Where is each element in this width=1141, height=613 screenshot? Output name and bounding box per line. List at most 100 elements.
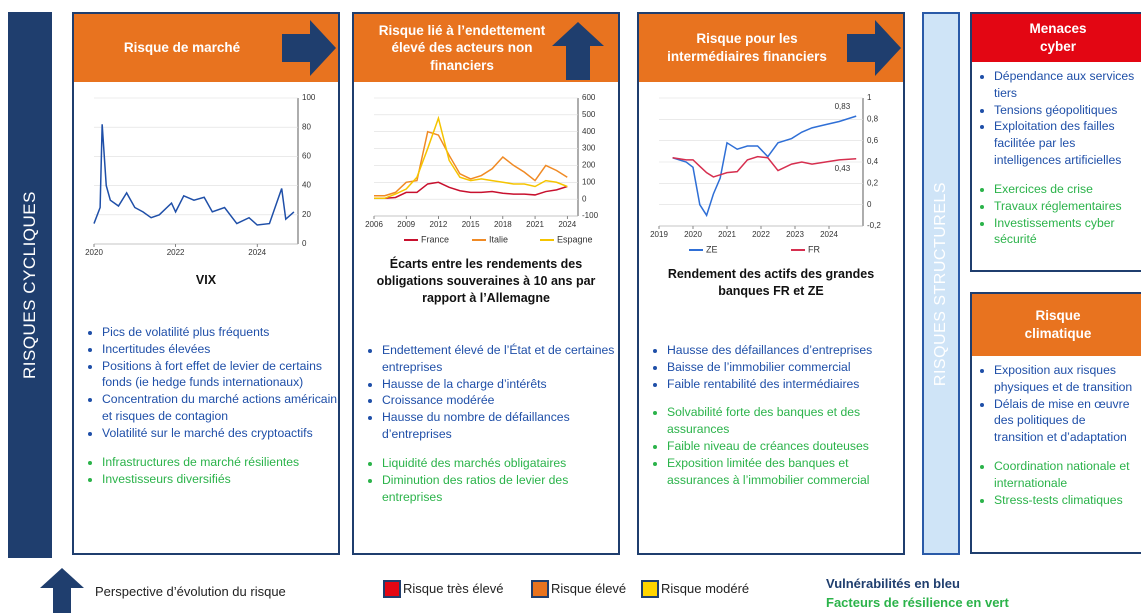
vulnerability: Dépendance aux services tiers — [994, 68, 1136, 102]
x-tick-label: 2015 — [462, 220, 480, 229]
chart-caption: Rendement des actifs des grandes banques… — [667, 267, 875, 298]
risk-panel: Risque lié à l’endettement élevé des act… — [352, 12, 620, 555]
line-series — [93, 124, 295, 226]
bullet-list: Pics de volatilité plus fréquentsIncerti… — [74, 324, 338, 487]
vulnerability: Croissance modérée — [382, 392, 618, 409]
vulnerability: Pics de volatilité plus fréquents — [102, 324, 338, 341]
vulnerability: Endettement élevé de l’État et de certai… — [382, 342, 618, 376]
y-tick-label: 500 — [582, 110, 596, 119]
resilience-factor: Faible niveau de créances douteuses — [667, 438, 903, 455]
side-band: RISQUES STRUCTURELS — [922, 12, 960, 555]
x-tick-label: 2023 — [786, 230, 804, 239]
legend-label: France — [421, 234, 449, 244]
line-series — [374, 115, 568, 200]
vulnerability: Volatilité sur le marché des cryptoactif… — [102, 425, 338, 442]
resilience-factor: Travaux réglementaires — [994, 198, 1136, 215]
x-tick-label: 2009 — [397, 220, 415, 229]
y-tick-label: 100 — [302, 93, 316, 102]
x-tick-label: 2021 — [718, 230, 736, 239]
vulnerability: Tensions géopolitiques — [994, 102, 1136, 119]
y-tick-label: 600 — [582, 93, 596, 102]
box-header: Risque climatique — [972, 294, 1141, 356]
resilience-factor: Liquidité des marchés obligataires — [382, 455, 618, 472]
legend-label: Italie — [489, 234, 508, 244]
vulnerability: Incertitudes élevées — [102, 341, 338, 358]
y-tick-label: -100 — [582, 211, 599, 220]
resilience-factor: Infrastructures de marché résilientes — [102, 454, 338, 471]
x-tick-label: 2021 — [526, 220, 544, 229]
risk-box: Risque climatique Exposition aux risques … — [970, 292, 1141, 554]
line-series — [672, 155, 857, 178]
x-tick-label: 2020 — [85, 248, 103, 257]
trend-arrow — [40, 568, 84, 613]
legend-label: FR — [808, 244, 820, 254]
vulnerability: Concentration du marché actions américai… — [102, 391, 338, 425]
x-tick-label: 2018 — [494, 220, 512, 229]
vulnerability: Baisse de l’immobilier commercial — [667, 359, 903, 376]
trend-arrow — [282, 20, 336, 76]
y-tick-label: 0,4 — [867, 157, 879, 166]
y-tick-label: 0,6 — [867, 136, 879, 145]
vulnerability: Hausse de la charge d’intérêts — [382, 376, 618, 393]
x-tick-label: 2012 — [430, 220, 448, 229]
legend-label: Risque élevé — [551, 581, 627, 596]
vulnerability: Hausse des défaillances d’entreprises — [667, 342, 903, 359]
resilience-factor: Coordination nationale et internationale — [994, 458, 1136, 492]
vulnerability: Délais de mise en œuvre des politiques d… — [994, 396, 1136, 446]
chart: -0,2 0 0,2 0,4 0,6 0,8 1 2019 2020 2021 2022 2023 20… — [650, 93, 881, 254]
bullet-list: Endettement élevé de l’État et de certai… — [354, 342, 618, 505]
vulnerability: Exposition aux risques physiques et de t… — [994, 362, 1136, 396]
legend-note: Facteurs de résilience en vert — [826, 595, 1009, 610]
x-tick-label: 2019 — [650, 230, 668, 239]
resilience-factor: Investissements cyber sécurité — [994, 215, 1136, 249]
resilience-factor: Exposition limitée des banques et assura… — [667, 455, 903, 489]
risk-box: Menaces cyber Dépendance aux services tie… — [970, 12, 1141, 272]
trend-arrow — [552, 22, 604, 80]
y-tick-label: 0 — [867, 200, 872, 209]
vulnerability: Hausse du nombre de défaillances d’entre… — [382, 409, 618, 443]
y-tick-label: 20 — [302, 210, 311, 219]
y-tick-label: 0 — [582, 194, 587, 203]
y-tick-label: 40 — [302, 181, 311, 190]
list-block: Dépendance aux services tiersTensions gé… — [966, 68, 1136, 248]
list-block: Endettement élevé de l’État et de certai… — [354, 342, 618, 505]
vulnerability: Faible rentabilité des intermédiaires — [667, 376, 903, 393]
legend-label: Risque très élevé — [403, 581, 504, 596]
line-series — [374, 181, 568, 200]
risk-panel: Risque de marché 0 20 40 60 80 100 2020 2022 2024… — [72, 12, 340, 555]
y-tick-label: 0 — [302, 239, 307, 248]
x-tick-label: 2022 — [752, 230, 770, 239]
arrow-shape — [847, 20, 901, 76]
y-tick-label: -0,2 — [867, 221, 881, 230]
legend-label: Espagne — [557, 234, 593, 244]
chart-caption: Écarts entre les rendements des obligati… — [376, 257, 596, 305]
y-tick-label: 0,8 — [867, 114, 879, 123]
side-label: RISQUES STRUCTURELS — [932, 181, 949, 386]
trend-arrow — [847, 20, 901, 76]
x-tick-label: 2020 — [684, 230, 702, 239]
arrow-shape — [552, 22, 604, 80]
vulnerability: Exploitation des failles facilitée par l… — [994, 118, 1136, 168]
x-tick-label: 2024 — [248, 248, 266, 257]
legend-label: Risque modéré — [661, 581, 750, 596]
bullet-list: Hausse des défaillances d’entreprisesBai… — [639, 342, 903, 489]
resilience-factor: Stress-tests climatiques — [994, 492, 1136, 509]
end-label: 0,43 — [835, 164, 851, 173]
x-tick-label: 2022 — [167, 248, 185, 257]
risk-panel: Risque pour les intermédiaires financier… — [637, 12, 905, 555]
y-tick-label: 100 — [582, 177, 596, 186]
line-series — [672, 115, 857, 218]
bullet-list: Dépendance aux services tiersTensions gé… — [966, 68, 1136, 248]
legend-swatch — [641, 580, 659, 598]
y-tick-label: 1 — [867, 93, 872, 102]
side-band: RISQUES CYCLIQUES — [8, 12, 52, 558]
legend-text: Perspective d’évolution du risque — [95, 584, 286, 599]
end-label: 0,83 — [835, 102, 851, 111]
x-tick-label: 2024 — [820, 230, 838, 239]
y-tick-label: 80 — [302, 122, 311, 131]
list-block: Pics de volatilité plus fréquentsIncerti… — [74, 324, 338, 487]
list-block: Exposition aux risques physiques et de t… — [966, 362, 1136, 509]
list-block: Hausse des défaillances d’entreprisesBai… — [639, 342, 903, 489]
chart: 0 20 40 60 80 100 2020 2022 2024 — [85, 93, 316, 257]
vulnerability: Positions à fort effet de levier de cert… — [102, 358, 338, 392]
